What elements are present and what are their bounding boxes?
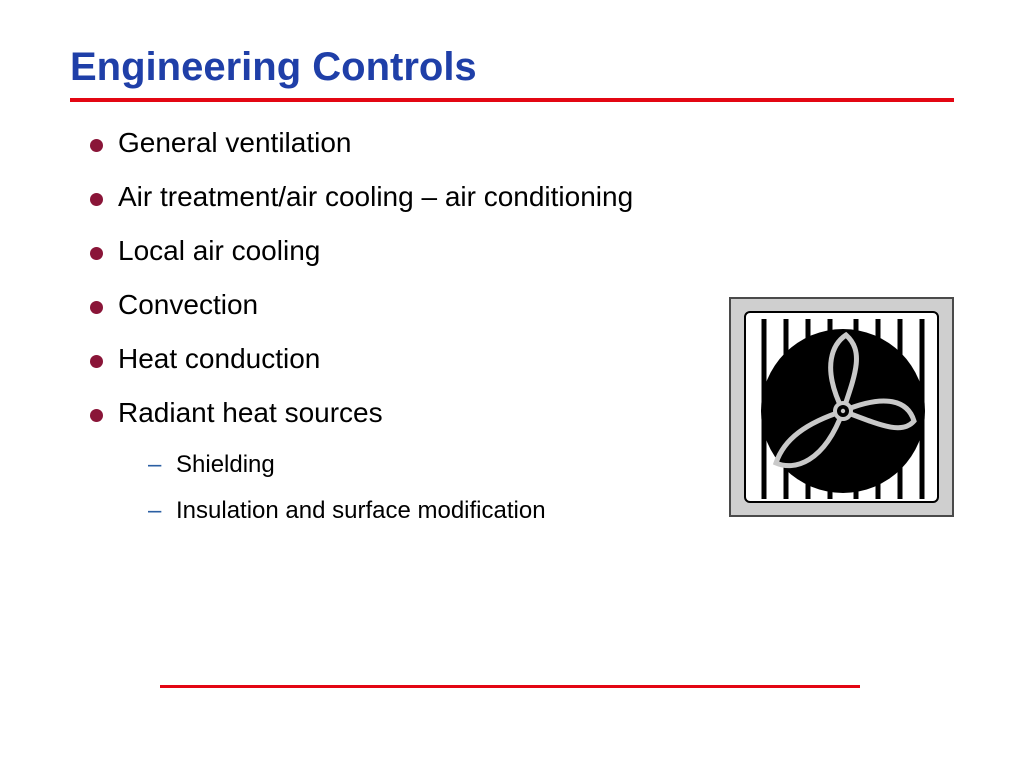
title-block: Engineering Controls <box>70 45 954 102</box>
sub-list-item-label: Shielding <box>176 451 275 478</box>
fan-image <box>729 297 954 517</box>
list-item-label: Air treatment/air cooling – air conditio… <box>118 181 633 212</box>
box-fan-icon <box>746 313 939 503</box>
list-item-label: Radiant heat sources <box>118 397 383 428</box>
list-item-label: Heat conduction <box>118 343 320 374</box>
list-item: Local air cooling <box>90 235 954 267</box>
list-item-label: Convection <box>118 289 258 320</box>
content-area: General ventilation Air treatment/air co… <box>70 127 954 525</box>
slide: Engineering Controls General ventilation… <box>0 0 1024 768</box>
list-item-label: General ventilation <box>118 127 351 158</box>
list-item: Air treatment/air cooling – air conditio… <box>90 181 954 213</box>
footer-rule <box>160 685 860 688</box>
list-item: General ventilation <box>90 127 954 159</box>
list-item-label: Local air cooling <box>118 235 320 266</box>
sub-list-item-label: Insulation and surface modification <box>176 497 546 524</box>
title-underline <box>70 98 954 102</box>
slide-title: Engineering Controls <box>70 45 954 90</box>
fan-image-inner <box>744 311 939 503</box>
